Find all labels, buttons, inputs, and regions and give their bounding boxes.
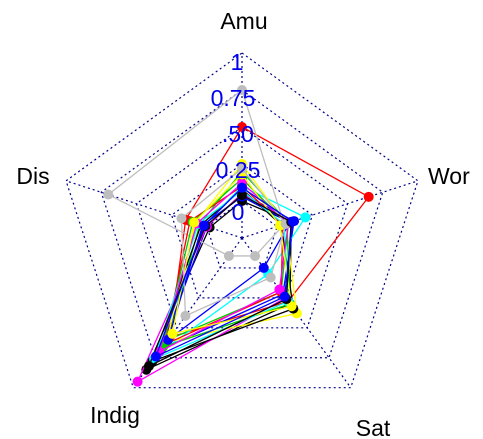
series-point bbox=[176, 213, 187, 224]
series-point bbox=[237, 163, 247, 174]
series bbox=[150, 182, 298, 362]
grid-spoke bbox=[132, 237, 243, 389]
tick-label: 0.25 bbox=[216, 157, 261, 183]
series-point bbox=[279, 291, 290, 302]
axis-label-dis: Dis bbox=[16, 163, 49, 189]
series-point bbox=[167, 328, 178, 339]
grid-spoke bbox=[241, 237, 352, 389]
tick-label: 0.75 bbox=[211, 85, 256, 111]
series-point bbox=[286, 301, 297, 312]
series-line bbox=[107, 88, 285, 257]
series-line bbox=[171, 173, 293, 335]
series-point bbox=[363, 191, 374, 202]
tick-label: 1 bbox=[231, 49, 244, 75]
axis-label-sat: Sat bbox=[356, 415, 391, 439]
series-point bbox=[237, 85, 247, 95]
series-point bbox=[237, 182, 247, 193]
series-point bbox=[180, 310, 191, 321]
series-point bbox=[300, 212, 311, 223]
series-point bbox=[189, 217, 200, 228]
series-point bbox=[258, 262, 269, 273]
axis-label-indig: Indig bbox=[90, 402, 140, 428]
series-group bbox=[103, 85, 374, 387]
grid-ring bbox=[65, 52, 419, 389]
tick-labels: 0 0.25 .50 0.75 1 bbox=[211, 49, 261, 225]
series-point bbox=[237, 190, 247, 201]
series bbox=[103, 85, 290, 261]
axis-label-wor: Wor bbox=[428, 163, 470, 189]
series-point bbox=[274, 284, 285, 295]
series-point bbox=[150, 351, 161, 362]
series-point bbox=[237, 122, 247, 132]
grid-spoke bbox=[241, 180, 419, 239]
series-point bbox=[143, 361, 154, 372]
series-line bbox=[169, 126, 370, 339]
series-point bbox=[287, 216, 298, 227]
series-line bbox=[154, 186, 294, 358]
axis-label-amu: Amu bbox=[220, 8, 267, 34]
series-point bbox=[250, 250, 261, 261]
series-point bbox=[265, 272, 276, 283]
series-line bbox=[147, 194, 292, 368]
tick-label: 0 bbox=[232, 199, 245, 225]
series bbox=[167, 169, 297, 339]
series-point bbox=[198, 220, 209, 231]
grid-ring bbox=[206, 200, 278, 269]
axis-labels: Amu Wor Sat Indig Dis bbox=[16, 8, 470, 439]
series-point bbox=[223, 250, 234, 261]
tick-label: .50 bbox=[222, 121, 254, 147]
series-point bbox=[132, 376, 143, 387]
series-point bbox=[103, 189, 114, 200]
